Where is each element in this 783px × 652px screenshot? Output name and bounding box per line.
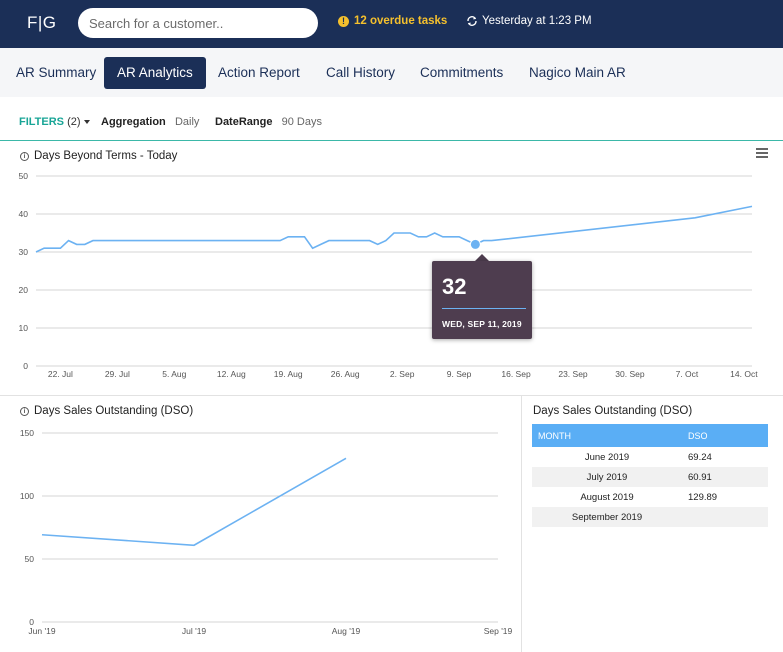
x-tick-label: 7. Oct <box>676 369 699 379</box>
tab-nagico-main-ar[interactable]: Nagico Main AR <box>529 65 626 80</box>
tab-ar-summary[interactable]: AR Summary <box>16 65 97 80</box>
warning-icon: ! <box>338 15 349 27</box>
dso-table-title-text: Days Sales Outstanding (DSO) <box>533 405 693 417</box>
overdue-tasks-label: 12 overdue tasks <box>354 15 448 27</box>
y-tick-label: 0 <box>29 617 34 627</box>
dso-cell <box>682 507 768 527</box>
x-tick-label: 29. Jul <box>105 369 130 379</box>
panel-divider <box>521 396 522 652</box>
dso-table: MONTH DSO June 2019 69.24 July 2019 60.9… <box>532 424 768 527</box>
x-tick-label: 19. Aug <box>274 369 303 379</box>
top-bar: F|G ! 12 overdue tasks Yesterday at 1:23… <box>0 0 783 48</box>
dso-cell: 60.91 <box>682 467 768 487</box>
filters-toggle[interactable]: FILTERS (2) <box>19 116 81 128</box>
dbt-series-line <box>35 205 753 253</box>
y-tick-label: 40 <box>19 209 29 219</box>
aggregation-filter[interactable]: Aggregation Daily <box>101 116 199 128</box>
tooltip-value: 32 <box>442 274 467 299</box>
y-tick-label: 30 <box>19 247 29 257</box>
x-tick-label: 14. Oct <box>730 369 758 379</box>
dso-cell: 129.89 <box>688 491 718 503</box>
filters-label: FILTERS <box>19 116 65 128</box>
dbt-chart-title: i Days Beyond Terms - Today <box>20 150 177 162</box>
customer-search-input[interactable] <box>78 8 318 38</box>
tab-action-report[interactable]: Action Report <box>218 65 300 80</box>
table-row: June 2019 69.24 <box>532 447 768 467</box>
dbt-line-chart: 0 10 20 30 40 50 22. Jul 29. Jul 5. Aug 12. Aug 19… <box>19 171 759 379</box>
info-icon[interactable]: i <box>20 406 29 416</box>
y-tick-label: 0 <box>23 361 28 371</box>
filter-bar: FILTERS (2) Aggregation Daily DateRange … <box>0 101 783 141</box>
dso-chart-title-text: Days Sales Outstanding (DSO) <box>34 405 194 417</box>
x-tick-label: 9. Sep <box>447 369 472 379</box>
sync-icon <box>467 16 477 26</box>
dso-table-title: Days Sales Outstanding (DSO) <box>533 405 692 417</box>
filters-count: (2) <box>67 116 81 128</box>
y-tick-label: 10 <box>19 323 29 333</box>
chart-menu-icon[interactable] <box>756 148 768 160</box>
dso-cell: 69.24 <box>688 451 712 463</box>
daterange-label: DateRange <box>215 116 273 128</box>
x-tick-label: Aug '19 <box>332 626 361 636</box>
month-cell: August 2019 <box>580 491 634 503</box>
overdue-tasks-link[interactable]: ! 12 overdue tasks <box>338 15 447 27</box>
x-tick-label: Jun '19 <box>28 626 55 636</box>
table-row: July 2019 60.91 <box>532 467 768 487</box>
y-tick-label: 20 <box>19 285 29 295</box>
month-cell: September 2019 <box>532 507 682 527</box>
x-tick-label: 12. Aug <box>217 369 246 379</box>
aggregation-value: Daily <box>174 116 200 128</box>
tooltip-divider <box>442 308 526 309</box>
x-tick-label: Sep '19 <box>484 626 513 636</box>
y-tick-label: 50 <box>19 171 29 181</box>
table-header-row: MONTH DSO <box>532 424 768 447</box>
x-tick-label: 5. Aug <box>162 369 186 379</box>
tab-ar-analytics[interactable]: AR Analytics <box>104 57 206 89</box>
daterange-filter[interactable]: DateRange 90 Days <box>215 116 322 128</box>
x-tick-label: 30. Sep <box>615 369 645 379</box>
tab-call-history[interactable]: Call History <box>326 65 396 80</box>
last-sync-label: Yesterday at 1:23 PM <box>482 15 592 27</box>
dbt-chart-title-text: Days Beyond Terms - Today <box>34 150 178 162</box>
section-divider <box>0 395 783 396</box>
table-row: September 2019 <box>532 507 768 527</box>
main-tabs: AR Summary AR Analytics Action Report Ca… <box>0 48 783 97</box>
column-header-dso[interactable]: DSO <box>682 424 768 447</box>
y-tick-label: 50 <box>25 554 35 564</box>
dso-chart-title: i Days Sales Outstanding (DSO) <box>20 405 193 417</box>
dso-series-line <box>41 457 347 547</box>
x-tick-label: 26. Aug <box>331 369 360 379</box>
daterange-value: 90 Days <box>281 116 322 128</box>
last-sync-status[interactable]: Yesterday at 1:23 PM <box>466 15 592 27</box>
highlighted-point <box>469 238 481 250</box>
info-icon[interactable]: i <box>20 151 29 161</box>
month-cell: June 2019 <box>584 451 630 463</box>
x-tick-label: 22. Jul <box>48 369 73 379</box>
aggregation-label: Aggregation <box>101 116 166 128</box>
column-header-month[interactable]: MONTH <box>532 424 682 447</box>
table-row: August 2019 129.89 <box>532 487 768 507</box>
tab-commitments[interactable]: Commitments <box>420 65 504 80</box>
tooltip-arrow <box>475 254 489 261</box>
x-tick-label: 23. Sep <box>558 369 588 379</box>
chart-tooltip: 32 WED, SEP 11, 2019 <box>432 261 532 339</box>
x-tick-label: 16. Sep <box>501 369 531 379</box>
tooltip-date: WED, SEP 11, 2019 <box>442 319 522 329</box>
month-cell: July 2019 <box>532 467 682 487</box>
x-tick-label: Jul '19 <box>182 626 207 636</box>
x-tick-label: 2. Sep <box>390 369 415 379</box>
dso-line-chart: 0 50 100 150 Jun '19 Jul '19 Aug '19 Sep '19 <box>20 428 513 636</box>
y-tick-label: 150 <box>20 428 34 438</box>
app-logo[interactable]: F|G <box>27 13 57 32</box>
filters-dropdown-icon[interactable] <box>84 120 90 124</box>
y-tick-label: 100 <box>20 491 34 501</box>
